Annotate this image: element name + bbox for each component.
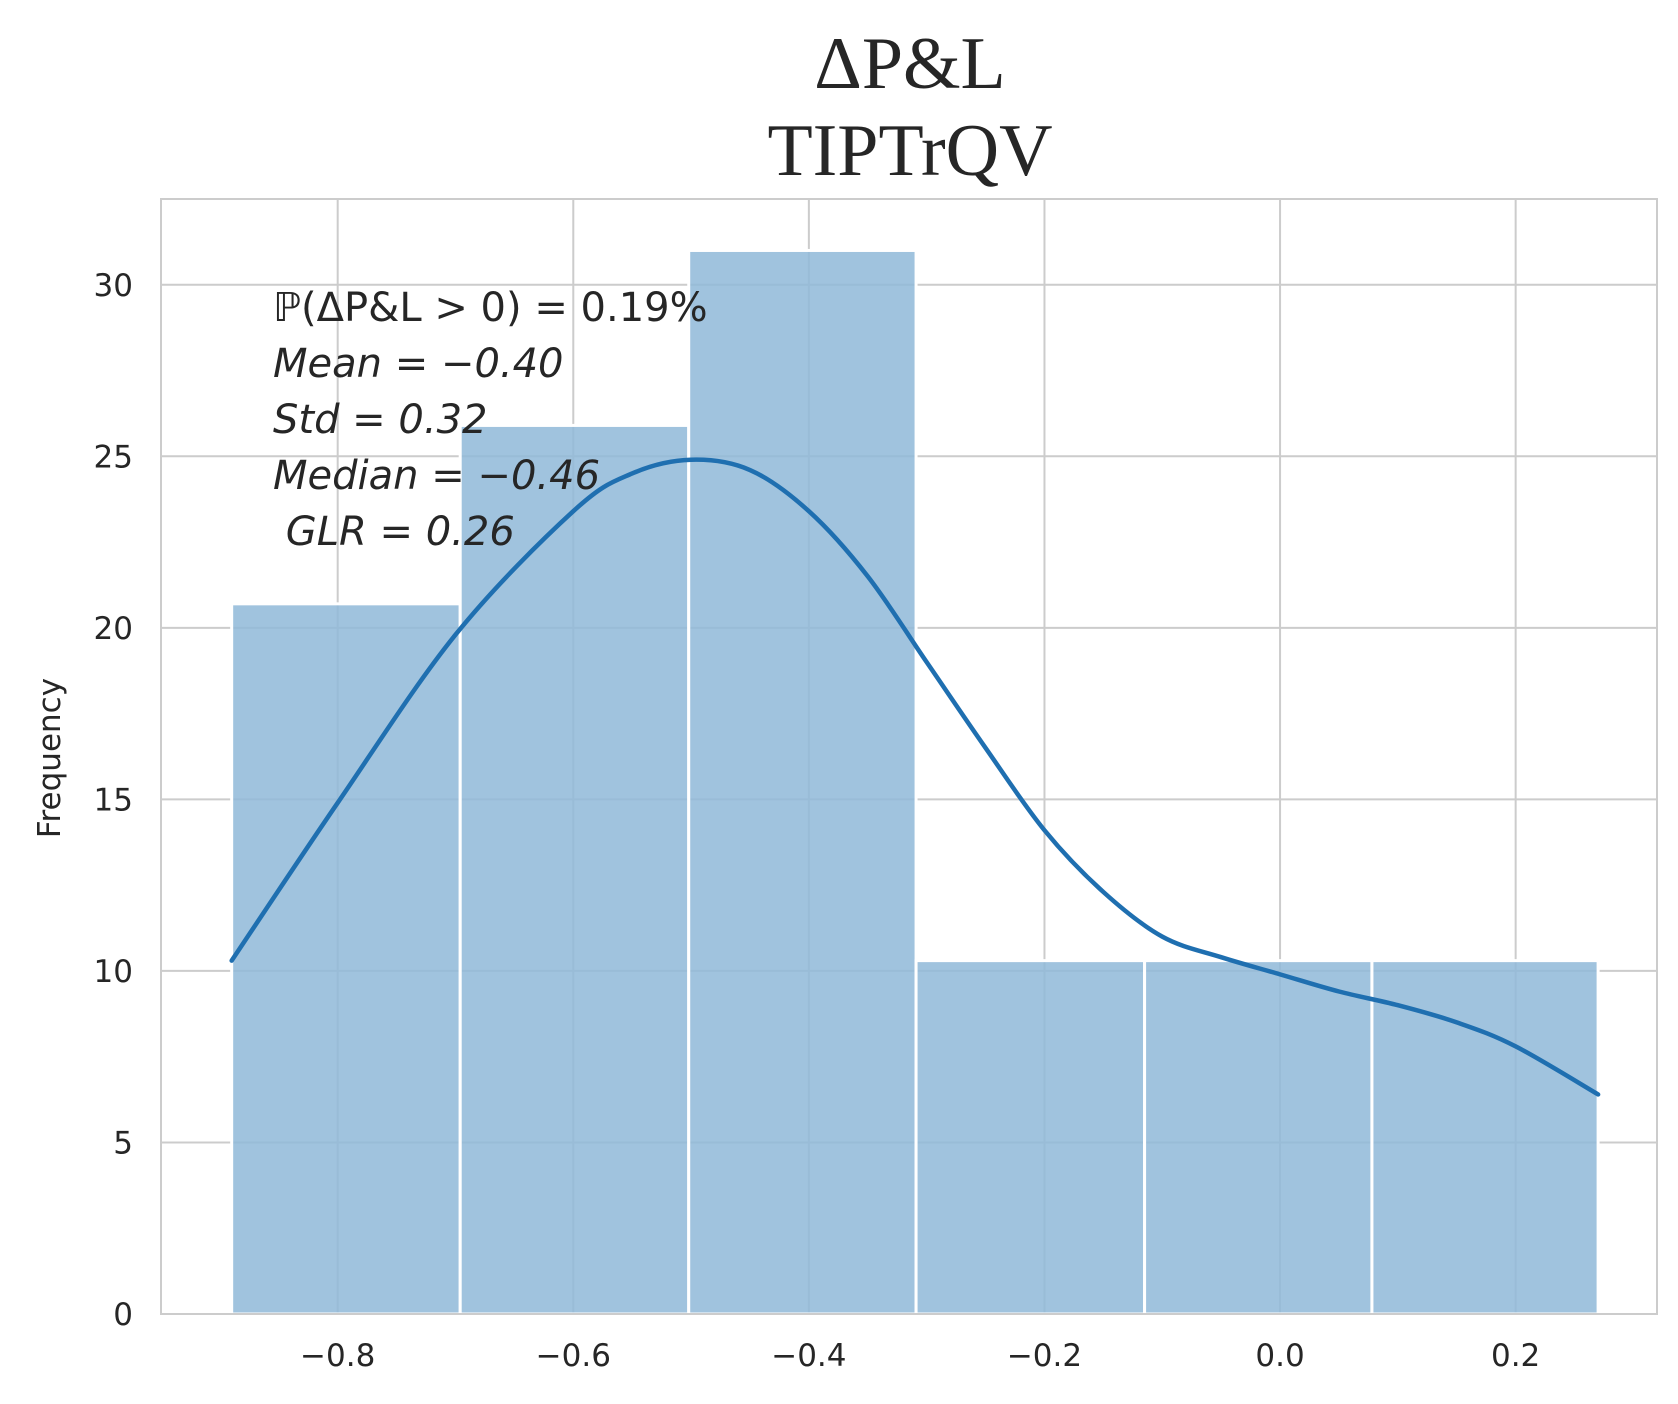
y-tick-label: 30	[94, 268, 133, 304]
y-tick-label: 5	[113, 1125, 133, 1161]
kde-curve	[229, 457, 1601, 1097]
annotation-mean: Mean = −0.40	[273, 341, 564, 387]
x-tick-label: 0.2	[1491, 1338, 1540, 1374]
x-tick-label: 0.0	[1255, 1338, 1304, 1374]
stats-annotation: ℙ(ΔP&L > 0) = 0.19% Mean = −0.40 Std = 0…	[273, 285, 708, 555]
x-tick-label: −0.4	[771, 1338, 846, 1374]
axes-frame	[160, 198, 1658, 1315]
x-tick-label: −0.2	[1007, 1338, 1082, 1374]
y-tick-label: 20	[94, 611, 133, 647]
y-tick-label: 10	[94, 954, 133, 990]
annotation-median: Median = −0.46	[273, 453, 600, 499]
histogram-bar	[687, 248, 918, 1316]
annotation-prob-positive: ℙ(ΔP&L > 0) = 0.19%	[273, 285, 708, 331]
x-tick-label: −0.6	[536, 1338, 611, 1374]
x-tick-labels: −0.8 −0.6 −0.4 −0.2 0.0 0.2	[300, 1338, 1540, 1374]
annotation-std: Std = 0.32	[273, 397, 487, 443]
histogram-bar	[914, 959, 1147, 1316]
annotation-glr: GLR = 0.26	[273, 509, 515, 555]
histogram-bar	[1370, 959, 1600, 1316]
histogram-bar	[458, 423, 691, 1316]
chart-subtitle: TIPTrQV	[767, 110, 1052, 192]
x-tick-label: −0.8	[300, 1338, 375, 1374]
bars-layer	[230, 248, 1600, 1316]
chart-title: ΔP&L	[814, 23, 1006, 105]
y-tick-label: 0	[113, 1297, 133, 1333]
histogram-bar	[1143, 959, 1374, 1316]
y-tick-label: 15	[94, 782, 133, 818]
y-tick-label: 25	[94, 439, 133, 475]
y-tick-labels: 0 5 10 15 20 25 30	[94, 268, 133, 1333]
histogram-bar	[230, 602, 462, 1316]
y-axis-label: Frequency	[32, 678, 68, 838]
